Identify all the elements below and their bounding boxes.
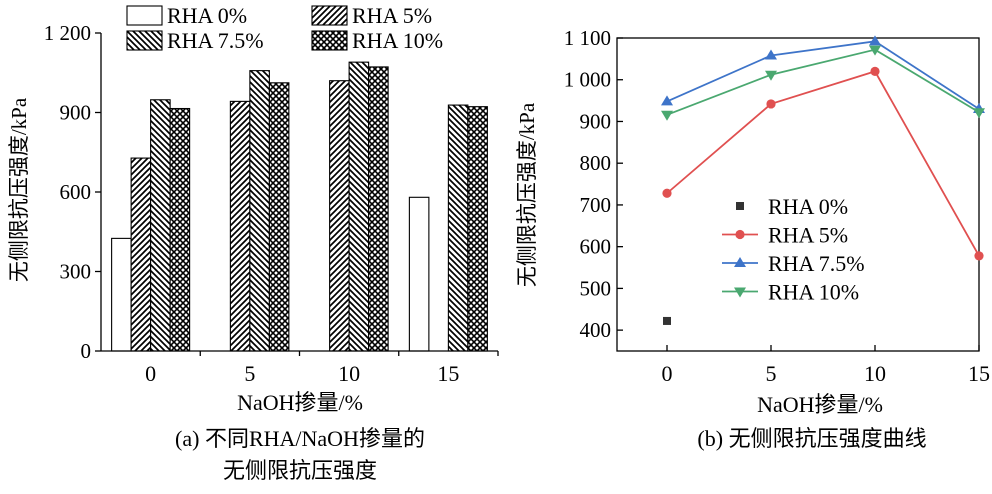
series-line-rha-10- xyxy=(666,48,980,116)
panel-b-y-tick-label: 1 000 xyxy=(564,68,611,92)
point-rha-0--naoh-0 xyxy=(663,316,671,325)
panel-a-bars xyxy=(111,61,488,352)
legend-label: RHA 7.5% xyxy=(768,251,865,276)
point-rha-5--naoh-10 xyxy=(870,66,880,76)
point-rha-5--naoh-5 xyxy=(766,99,776,109)
panel-a-bar-chart: RHA 0% RHA 5% RHA 7.5% RHA 10% 0 300 600 900 1 … xyxy=(7,3,499,483)
panel-b-x-tick-label: 5 xyxy=(766,361,777,386)
panel-a-x-ticks: 0 5 10 15 xyxy=(145,351,499,386)
panel-a-y-tick-label: 1 200 xyxy=(44,21,91,45)
panel-a-x-axis-label: NaOH掺量/% xyxy=(237,390,363,415)
panel-a-y-tick-label: 0 xyxy=(81,339,92,363)
bar-rha-7.5--naoh-5 xyxy=(249,70,270,352)
legend-label: RHA 0% xyxy=(167,3,247,28)
panel-b-x-ticks: 0 5 10 15 xyxy=(662,345,990,386)
panel-a-y-tick-label: 600 xyxy=(60,180,92,204)
point-rha-7.5--naoh-0 xyxy=(661,95,673,106)
point-rha-10--naoh-10 xyxy=(869,45,881,56)
panel-a-x-tick-label: 0 xyxy=(145,361,156,386)
legend-swatch xyxy=(126,5,163,26)
panel-a-y-axis-label: 无侧限抗压强度/kPa xyxy=(7,97,31,282)
point-rha-10--naoh-15 xyxy=(973,108,985,119)
bar-rha-7.5--naoh-10 xyxy=(348,61,370,352)
legend-label: RHA 7.5% xyxy=(167,28,264,53)
bar-rha-5--naoh-0 xyxy=(130,157,152,352)
panel-b-y-tick-label: 500 xyxy=(580,276,612,300)
panel-a-x-tick-label: 5 xyxy=(244,361,255,386)
legend-swatch xyxy=(311,5,348,26)
panel-a-legend: RHA 0% RHA 5% RHA 7.5% RHA 10% xyxy=(126,3,443,53)
legend-label: RHA 5% xyxy=(352,3,432,28)
series-line-rha-7.5- xyxy=(666,40,980,110)
panel-a-y-tick-label: 900 xyxy=(60,101,92,125)
panel-b-y-tick-label: 900 xyxy=(580,109,612,133)
panel-b-y-ticks: 400 500 600 700 800 900 1 000 1 100 xyxy=(564,26,623,342)
legend-swatch xyxy=(311,30,348,51)
panel-b-legend: RHA 0% RHA 5% RHA 7.5% RHA 10% xyxy=(722,194,865,305)
bar-rha-0--naoh-0 xyxy=(111,237,132,352)
panel-b-plot-frame xyxy=(616,37,980,352)
bar-rha-0--naoh-15 xyxy=(408,196,430,352)
panel-b-x-axis-label: NaOH掺量/% xyxy=(757,392,883,417)
panel-a-caption-line1: (a) 不同RHA/NaOH掺量的 xyxy=(175,426,425,451)
legend-label: RHA 0% xyxy=(768,194,848,219)
point-rha-10--naoh-0 xyxy=(661,110,673,121)
panel-a-y-ticks: 0 300 600 900 1 200 xyxy=(44,21,101,363)
legend-marker xyxy=(734,257,746,267)
bar-rha-10--naoh-5 xyxy=(268,82,290,352)
panel-b-line-chart: 400 500 600 700 800 900 1 000 1 100 0 5 10 15 RHA … xyxy=(515,26,990,451)
panel-b-y-tick-label: 700 xyxy=(580,193,612,217)
series-line-rha-5- xyxy=(666,70,980,257)
point-rha-5--naoh-15 xyxy=(974,251,984,261)
bar-rha-5--naoh-5 xyxy=(229,100,251,352)
panel-b-y-axis-label: 无侧限抗压强度/kPa xyxy=(515,102,539,287)
panel-b-y-tick-label: 600 xyxy=(580,235,612,259)
panel-b-x-tick-label: 0 xyxy=(662,361,673,386)
bar-rha-5--naoh-10 xyxy=(329,80,350,352)
panel-a-y-tick-label: 300 xyxy=(60,260,92,284)
point-rha-10--naoh-5 xyxy=(765,70,777,81)
panel-a-x-tick-label: 10 xyxy=(338,361,360,386)
point-rha-5--naoh-0 xyxy=(662,188,672,198)
panel-b-x-tick-label: 10 xyxy=(864,361,886,386)
panel-b-caption: (b) 无侧限抗压强度曲线 xyxy=(697,426,926,451)
bar-rha-10--naoh-0 xyxy=(169,107,191,352)
point-rha-7.5--naoh-10 xyxy=(869,35,881,46)
bar-rha-7.5--naoh-15 xyxy=(447,104,469,352)
legend-label: RHA 5% xyxy=(768,223,848,248)
legend-label: RHA 10% xyxy=(768,280,859,305)
bar-rha-10--naoh-10 xyxy=(368,66,389,352)
legend-label: RHA 10% xyxy=(352,28,443,53)
panel-b-y-tick-label: 400 xyxy=(580,318,612,342)
legend-swatch xyxy=(126,30,163,51)
panel-a-x-tick-label: 15 xyxy=(437,361,459,386)
panel-b-y-tick-label: 800 xyxy=(580,151,612,175)
legend-marker xyxy=(734,287,746,298)
panel-b-y-tick-label: 1 100 xyxy=(564,26,611,50)
panel-b-series xyxy=(661,35,985,325)
legend-marker xyxy=(736,202,744,210)
panel-a-caption-line2: 无侧限抗压强度 xyxy=(223,458,377,483)
panel-b-x-tick-label: 15 xyxy=(968,361,990,386)
point-rha-7.5--naoh-5 xyxy=(765,49,777,60)
bar-rha-10--naoh-15 xyxy=(467,106,488,352)
bar-rha-7.5--naoh-0 xyxy=(150,99,171,352)
legend-marker xyxy=(735,229,745,240)
